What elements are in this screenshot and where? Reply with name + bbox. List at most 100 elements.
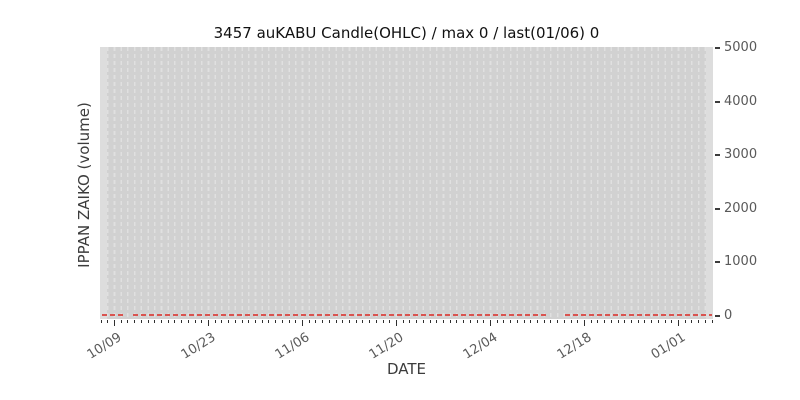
x-minor-tick — [570, 320, 572, 323]
daily-gridlines — [107, 47, 706, 319]
x-major-tick — [396, 320, 397, 326]
y-tick-label: 2000 — [724, 200, 758, 216]
x-tick-label: 01/01 — [648, 330, 688, 363]
x-tick-label: 12/04 — [460, 330, 500, 363]
y-tick — [715, 315, 720, 317]
x-minor-tick — [389, 320, 391, 323]
x-minor-tick — [349, 320, 350, 323]
x-minor-tick — [510, 320, 512, 323]
x-minor-tick — [315, 320, 317, 323]
x-minor-tick — [174, 320, 176, 323]
x-minor-tick — [483, 320, 485, 323]
x-minor-tick — [369, 320, 371, 323]
x-minor-tick — [577, 320, 579, 323]
x-minor-tick — [590, 320, 592, 323]
chart-title: 3457 auKABU Candle(OHLC) / max 0 / last(… — [213, 24, 600, 42]
x-minor-tick — [100, 320, 102, 323]
x-minor-tick — [503, 320, 505, 323]
x-tick-label: 11/20 — [366, 330, 406, 363]
x-minor-tick — [469, 320, 471, 323]
x-minor-tick — [241, 320, 243, 323]
x-tick-label: 12/18 — [554, 330, 594, 363]
x-minor-tick — [342, 320, 344, 323]
x-major-tick — [208, 320, 209, 326]
x-minor-tick — [268, 320, 270, 323]
x-tick-label: 10/09 — [84, 330, 124, 363]
x-minor-tick — [194, 320, 196, 323]
x-minor-tick — [402, 320, 404, 323]
x-minor-tick — [187, 320, 189, 323]
y-tick-label: 0 — [724, 308, 733, 323]
y-tick-label: 3000 — [724, 147, 758, 163]
x-minor-tick — [134, 320, 136, 323]
x-major-tick — [584, 320, 585, 326]
x-minor-tick — [167, 320, 169, 323]
x-minor-tick — [651, 320, 653, 323]
x-minor-tick — [295, 320, 297, 323]
x-minor-tick — [248, 320, 250, 323]
x-minor-tick — [214, 320, 216, 323]
x-minor-tick — [496, 320, 498, 323]
x-minor-tick — [617, 320, 619, 323]
y-tick-label: 1000 — [724, 254, 758, 270]
x-minor-tick — [181, 320, 183, 323]
x-minor-tick — [429, 320, 431, 323]
x-minor-tick — [261, 320, 263, 323]
x-minor-tick — [228, 320, 230, 323]
x-minor-tick — [597, 320, 599, 323]
x-minor-tick — [335, 320, 337, 323]
y-tick — [715, 47, 720, 49]
x-minor-tick — [543, 320, 545, 323]
x-minor-tick — [711, 320, 713, 323]
y-tick — [715, 100, 720, 103]
x-minor-tick — [516, 320, 518, 323]
x-major-tick — [302, 320, 303, 326]
x-minor-tick — [637, 320, 639, 323]
x-axis-label: DATE — [386, 360, 427, 378]
zero-line-segment — [565, 314, 712, 316]
x-minor-tick — [355, 320, 357, 323]
x-minor-tick — [684, 320, 686, 323]
x-minor-tick — [362, 320, 364, 323]
x-minor-tick — [443, 320, 444, 323]
plot-area — [100, 47, 713, 319]
x-minor-tick — [234, 320, 236, 323]
x-minor-tick — [201, 320, 203, 323]
x-minor-tick — [631, 320, 632, 323]
x-minor-tick — [456, 320, 458, 323]
x-minor-tick — [409, 320, 411, 323]
x-tick-label: 11/06 — [272, 330, 312, 363]
x-minor-tick — [537, 320, 538, 323]
x-minor-tick — [563, 320, 565, 323]
x-major-tick — [114, 320, 115, 326]
x-minor-tick — [382, 320, 384, 323]
x-minor-tick — [107, 320, 109, 323]
x-minor-tick — [644, 320, 646, 323]
x-minor-tick — [328, 320, 330, 323]
x-minor-tick — [436, 320, 438, 323]
x-minor-tick — [281, 320, 283, 323]
x-minor-tick — [322, 320, 324, 323]
x-major-tick — [678, 320, 679, 326]
x-minor-tick — [671, 320, 673, 323]
x-minor-tick — [523, 320, 525, 323]
x-minor-tick — [557, 320, 559, 323]
x-minor-tick — [147, 320, 149, 323]
x-minor-tick — [308, 320, 310, 323]
x-minor-tick — [154, 320, 156, 323]
x-minor-tick — [422, 320, 424, 323]
y-tick-label: 5000 — [724, 40, 758, 55]
y-tick — [715, 207, 720, 210]
x-minor-tick — [275, 320, 277, 323]
zero-line-segment — [102, 314, 123, 316]
y-tick — [715, 154, 720, 157]
x-minor-tick — [604, 320, 606, 323]
x-minor-tick — [161, 320, 162, 323]
x-minor-tick — [375, 320, 377, 323]
x-minor-tick — [530, 320, 532, 323]
x-minor-tick — [624, 320, 626, 323]
x-minor-tick — [255, 320, 256, 323]
x-minor-tick — [288, 320, 290, 323]
x-minor-tick — [463, 320, 465, 323]
